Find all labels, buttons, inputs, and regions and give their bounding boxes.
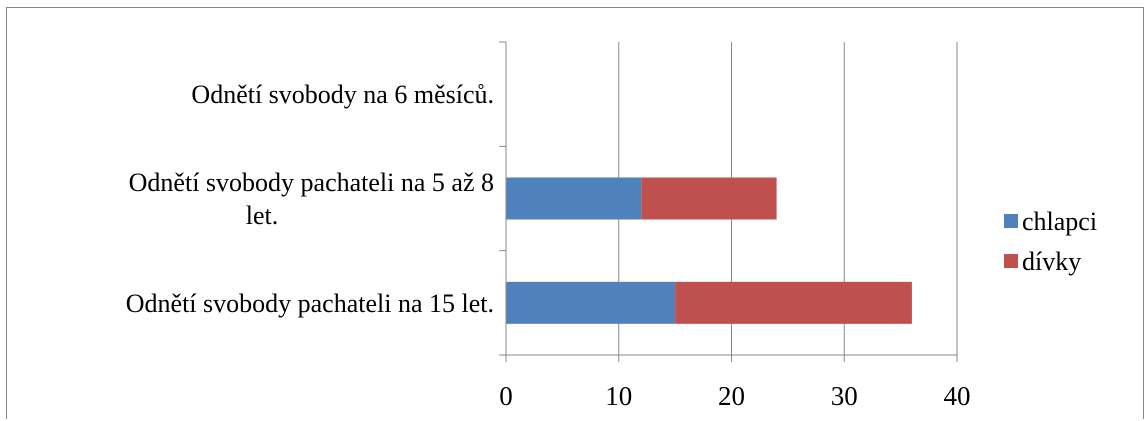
legend-swatch	[1004, 254, 1018, 268]
category-labels: Odnětí svobody pachateli na 15 let. Odnět…	[126, 80, 494, 318]
legend: chlapci dívky	[1004, 207, 1097, 276]
axes: 0 10 20 30 40	[499, 41, 971, 411]
x-tick-label: 0	[499, 381, 513, 411]
chart-frame	[6, 7, 1144, 419]
category-label: let.	[246, 201, 279, 230]
bar-chlapci	[506, 281, 676, 324]
legend-label: chlapci	[1022, 207, 1097, 236]
category-label: Odnětí svobody pachateli na 5 až 8	[129, 168, 494, 197]
x-tick-label: 40	[944, 381, 971, 411]
legend-swatch	[1004, 214, 1018, 228]
category-label: Odnětí svobody pachateli na 15 let.	[126, 289, 494, 318]
category-label: Odnětí svobody na 6 měsíců.	[191, 80, 494, 109]
bar-chlapci	[506, 177, 642, 220]
legend-label: dívky	[1022, 247, 1081, 276]
x-tick-label: 30	[831, 381, 858, 411]
x-tick-label: 20	[718, 381, 745, 411]
bar-dívky	[641, 177, 777, 220]
bar-dívky	[675, 281, 912, 324]
x-tick-label: 10	[605, 381, 632, 411]
bars	[506, 177, 912, 324]
